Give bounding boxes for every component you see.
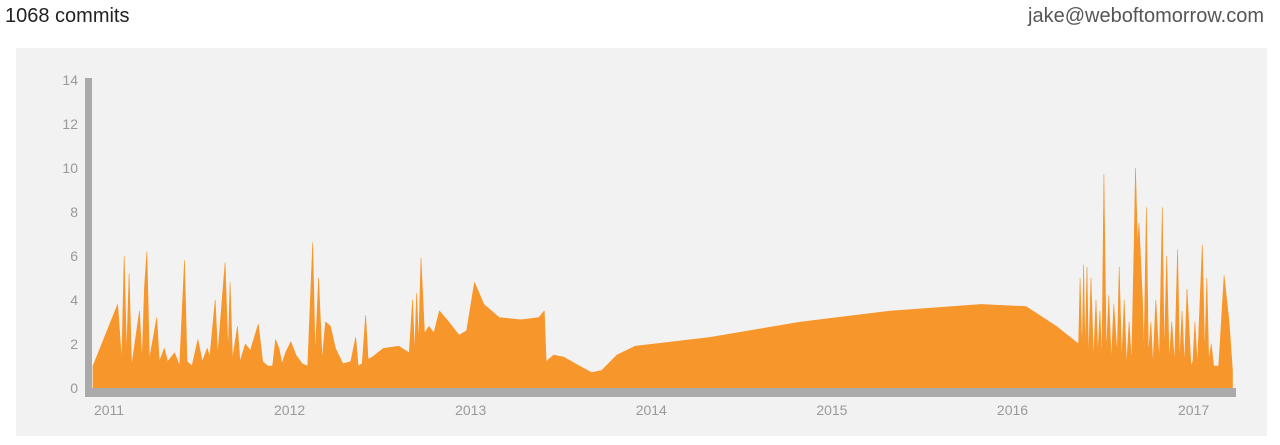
y-tick-label: 6 bbox=[70, 248, 78, 264]
commit-area-series-0 bbox=[93, 168, 1233, 388]
x-tick-label: 2015 bbox=[816, 402, 847, 418]
y-tick-label: 2 bbox=[70, 336, 78, 352]
y-tick-label: 10 bbox=[62, 160, 78, 176]
y-tick-label: 4 bbox=[70, 292, 78, 308]
x-tick-label: 2013 bbox=[455, 402, 486, 418]
y-tick-label: 0 bbox=[70, 380, 78, 396]
x-axis-line bbox=[85, 388, 1236, 397]
x-tick-label: 2011 bbox=[94, 402, 124, 418]
y-tick-label: 14 bbox=[62, 72, 78, 88]
y-axis-line bbox=[85, 78, 92, 397]
y-tick-label: 8 bbox=[70, 204, 78, 220]
x-tick-label: 2017 bbox=[1178, 402, 1209, 418]
x-tick-label: 2016 bbox=[997, 402, 1028, 418]
x-tick-label: 2014 bbox=[636, 402, 667, 418]
y-tick-label: 12 bbox=[62, 116, 78, 132]
x-tick-label: 2012 bbox=[274, 402, 305, 418]
